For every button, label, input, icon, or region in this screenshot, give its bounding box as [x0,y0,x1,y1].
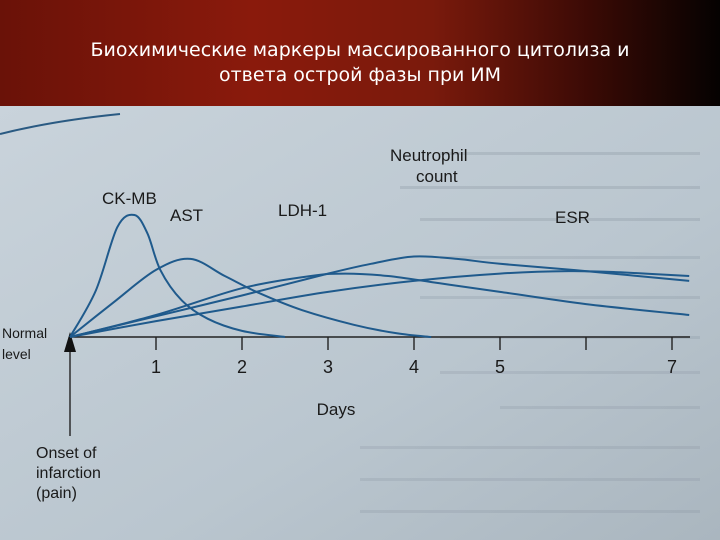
stray-curve [0,113,121,135]
label-ldh-1: LDH-1 [278,201,327,220]
onset-label-line-2: infarction [36,465,101,482]
x-tick-label-1: 1 [151,357,161,377]
series-line-esr [69,270,690,338]
onset-arrow-icon [64,332,76,352]
x-tick-labels: 1 2 3 4 5 7 [151,357,677,377]
series-labels: CK-MB AST LDH-1 Neutrophil count ESR [102,146,590,227]
slide-title-line-1: Биохимические маркеры массированного цит… [90,39,630,61]
label-ck-mb: CK-MB [102,189,157,208]
axes: 1 2 3 4 5 7 Days Normal level Onset of infarc… [2,325,690,502]
title-bar: Биохимические маркеры массированного цит… [0,0,720,106]
x-tick-label-7: 7 [667,357,677,377]
slide-title-line-2: ответа острой фазы при ИМ [218,64,502,86]
series-lines [69,213,690,338]
x-axis-label: Days [317,400,356,419]
label-ast: AST [170,206,203,225]
x-tick-label-3: 3 [323,357,333,377]
series-line-ldh-1 [69,272,690,338]
label-neutrophil: Neutrophil [390,146,468,165]
slide-title: Биохимические маркеры массированного цит… [40,38,680,88]
normal-level-label-line-2: level [2,346,31,362]
series-line-ck-mb [69,213,286,338]
x-tick-label-4: 4 [409,357,419,377]
normal-level-label-line-1: Normal [2,325,47,341]
label-esr: ESR [555,208,590,227]
x-ticks [155,337,673,350]
series-line-ast [69,257,432,338]
chart-svg: 1 2 3 4 5 7 Days Normal level Onset of infarc… [0,106,720,540]
series-line-neutrophil-count [69,255,690,338]
onset-label-line-3: (pain) [36,485,77,502]
onset-label-line-1: Onset of [36,445,97,462]
chart-figure: 1 2 3 4 5 7 Days Normal level Onset of infarc… [0,106,720,540]
x-tick-label-2: 2 [237,357,247,377]
paper-background [0,106,720,540]
x-tick-label-5: 5 [495,357,505,377]
label-count: count [416,167,458,186]
